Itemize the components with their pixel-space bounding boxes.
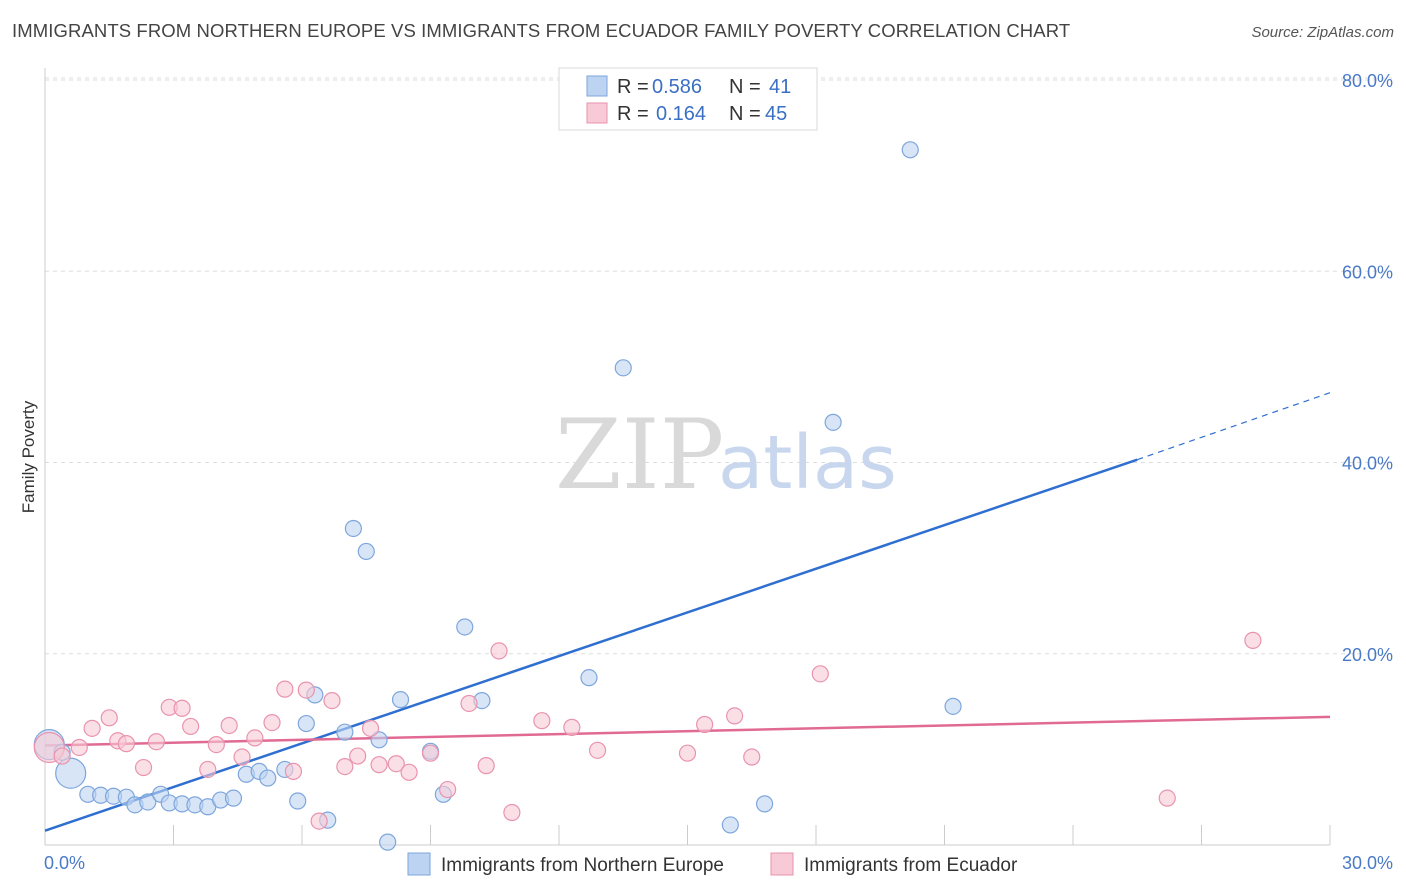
point-ecuador bbox=[199, 760, 217, 779]
watermark-atlas: atlas bbox=[718, 420, 897, 506]
point-northern-europe bbox=[391, 691, 410, 709]
legend-box: R = 0.586 N = 41 R = 0.164 N = 45 bbox=[558, 67, 818, 131]
point-northern-europe bbox=[259, 769, 277, 787]
legend-r-value-pink: 0.164 bbox=[656, 103, 706, 125]
legend-r-label-pink: R = bbox=[617, 103, 649, 125]
point-ecuador bbox=[233, 748, 251, 766]
series-legend: Immigrants from Northern Europe Immigran… bbox=[407, 852, 1018, 876]
legend-r-value-blue: 0.586 bbox=[652, 76, 702, 98]
point-ecuador bbox=[1244, 631, 1262, 649]
point-ecuador bbox=[336, 757, 354, 776]
watermark: ZIP atlas bbox=[555, 399, 897, 511]
point-northern-europe bbox=[755, 795, 774, 813]
point-ecuador bbox=[182, 717, 200, 736]
y-tick-label: 60.0% bbox=[1342, 262, 1393, 282]
point-ecuador bbox=[263, 713, 281, 732]
series-legend-label-pink: Immigrants from Ecuador bbox=[804, 855, 1018, 876]
point-ecuador bbox=[70, 738, 88, 757]
point-northern-europe bbox=[336, 723, 354, 741]
point-northern-europe bbox=[824, 413, 842, 431]
chart-title: IMMIGRANTS FROM NORTHERN EUROPE VS IMMIG… bbox=[12, 20, 1071, 41]
point-northern-europe bbox=[289, 792, 307, 810]
point-ecuador bbox=[678, 744, 697, 762]
point-ecuador bbox=[726, 707, 744, 725]
point-ecuador bbox=[134, 758, 153, 777]
point-ecuador bbox=[297, 681, 315, 699]
point-ecuador bbox=[117, 735, 135, 753]
series-legend-swatch-pink bbox=[770, 852, 794, 876]
y-tick-label: 80.0% bbox=[1342, 71, 1393, 91]
point-ecuador bbox=[207, 735, 225, 754]
point-northern-europe bbox=[297, 714, 315, 733]
x-tick-label-min: 0.0% bbox=[44, 853, 85, 873]
point-northern-europe bbox=[379, 833, 397, 851]
x-tick-label-max: 30.0% bbox=[1342, 853, 1393, 873]
point-northern-europe bbox=[456, 618, 474, 636]
source-label: Source: ZipAtlas.com bbox=[1251, 24, 1394, 41]
point-ecuador bbox=[284, 762, 303, 780]
point-ecuador bbox=[490, 642, 508, 660]
point-northern-europe bbox=[721, 816, 739, 834]
grid-lines bbox=[45, 77, 1392, 655]
point-ecuador bbox=[53, 747, 71, 765]
point-ecuador bbox=[323, 692, 341, 710]
point-ecuador bbox=[349, 747, 367, 765]
point-northern-europe bbox=[139, 793, 157, 811]
point-northern-europe bbox=[944, 697, 962, 715]
trend-line-northern-europe bbox=[44, 458, 1138, 832]
point-ecuador bbox=[387, 755, 405, 773]
point-ecuador bbox=[310, 812, 328, 830]
point-ecuador bbox=[563, 718, 581, 736]
y-tick-label: 40.0% bbox=[1342, 454, 1393, 474]
legend-swatch-blue bbox=[586, 75, 608, 97]
legend-n-label-pink: N = bbox=[729, 103, 761, 125]
data-points bbox=[33, 141, 1262, 851]
point-northern-europe bbox=[614, 359, 632, 377]
y-tick-label: 20.0% bbox=[1342, 645, 1393, 665]
point-northern-europe bbox=[55, 757, 87, 789]
tick-labels: 20.0% 40.0% 60.0% 80.0% 0.0% 30.0% bbox=[44, 71, 1393, 873]
trend-line-northern-europe-extension bbox=[1137, 392, 1331, 461]
point-northern-europe bbox=[344, 519, 362, 538]
point-ecuador bbox=[83, 719, 101, 737]
point-ecuador bbox=[460, 694, 478, 713]
legend-n-label-blue: N = bbox=[729, 76, 761, 98]
point-ecuador bbox=[533, 712, 551, 730]
point-ecuador bbox=[370, 756, 388, 774]
legend-r-label-blue: R = bbox=[617, 76, 649, 98]
point-ecuador bbox=[439, 780, 457, 799]
trend-line-ecuador bbox=[44, 715, 1331, 747]
point-ecuador bbox=[400, 763, 418, 781]
point-ecuador bbox=[173, 699, 191, 717]
point-northern-europe bbox=[224, 789, 243, 807]
series-legend-swatch-blue bbox=[407, 852, 431, 876]
point-ecuador bbox=[220, 716, 238, 735]
point-ecuador bbox=[811, 665, 829, 683]
point-ecuador bbox=[246, 729, 264, 747]
point-ecuador bbox=[743, 748, 761, 766]
legend-n-value-blue: 41 bbox=[769, 76, 791, 98]
watermark-zip: ZIP bbox=[555, 399, 724, 511]
y-axis-label: Family Poverty bbox=[19, 400, 38, 513]
series-legend-label-blue: Immigrants from Northern Europe bbox=[441, 855, 724, 876]
point-ecuador bbox=[588, 741, 607, 759]
point-ecuador bbox=[696, 715, 714, 734]
axes bbox=[44, 68, 1331, 846]
point-ecuador bbox=[147, 733, 165, 751]
legend-n-value-pink: 45 bbox=[765, 103, 787, 125]
point-northern-europe bbox=[357, 542, 375, 561]
point-ecuador bbox=[100, 709, 118, 727]
point-ecuador bbox=[421, 744, 440, 762]
point-ecuador bbox=[276, 680, 294, 698]
point-ecuador bbox=[503, 803, 521, 822]
legend-swatch-pink bbox=[586, 102, 608, 124]
point-ecuador bbox=[1158, 789, 1176, 807]
point-northern-europe bbox=[370, 731, 388, 749]
point-northern-europe bbox=[580, 669, 598, 687]
point-ecuador bbox=[361, 719, 380, 737]
point-ecuador bbox=[477, 757, 495, 775]
point-northern-europe bbox=[901, 141, 919, 159]
